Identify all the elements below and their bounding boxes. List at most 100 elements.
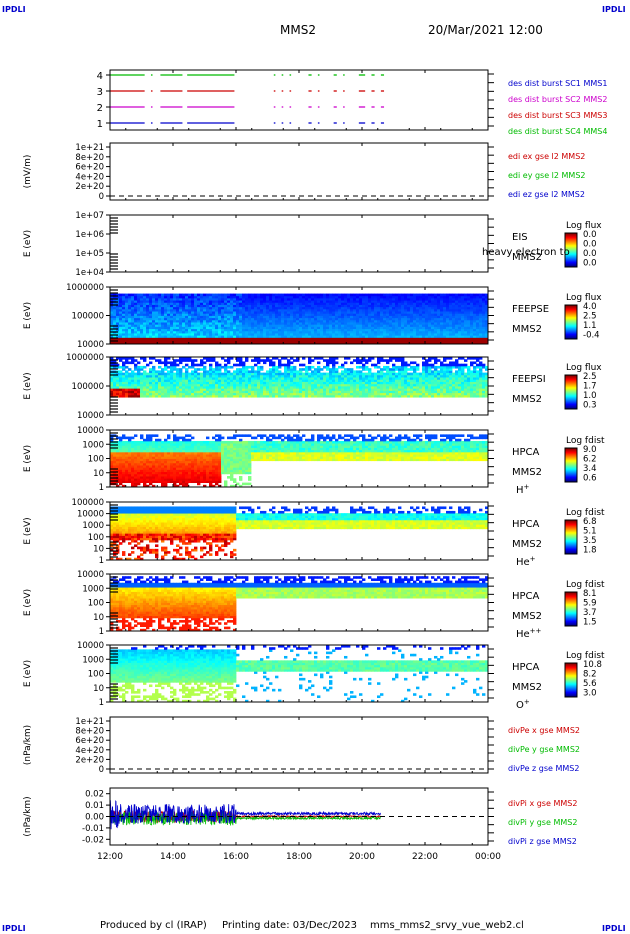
panel-feepsi-cell	[356, 392, 360, 396]
panel-feepse-cell	[308, 333, 312, 336]
panel-feepse-cell	[329, 297, 333, 301]
panel-feepse-cell	[263, 295, 267, 299]
panel-feepse-cell	[128, 319, 132, 323]
panel-feepsi-cell	[401, 377, 405, 380]
panel-feepse-cell	[380, 337, 384, 341]
panel-feepse-cell	[362, 324, 366, 327]
panel-feepsi-cell	[296, 381, 300, 385]
panel-feepsi-cell	[344, 370, 348, 374]
panel-feepse-cell	[245, 317, 249, 321]
panel-feepsi-cell	[386, 359, 390, 362]
panel-feepsi-cell	[281, 381, 285, 385]
panel-feepse-cell	[191, 319, 195, 323]
panel-feepse-cell	[236, 335, 240, 338]
panel-feepse-cell	[119, 341, 123, 345]
panel-feepsi-cell	[209, 363, 213, 367]
panel-feepse-cell	[302, 313, 306, 316]
panel-feepse-cell	[218, 333, 222, 336]
panel-feepsi-cell	[392, 374, 396, 378]
panel-feepse-cell	[203, 302, 207, 305]
panel-feepsi-cell	[290, 368, 294, 371]
panel-feepse-cell	[182, 322, 186, 325]
panel-feepsi-cell	[368, 359, 372, 362]
panel-feepse-colorbar-step	[565, 322, 577, 324]
panel-feepse-cell	[218, 297, 222, 301]
panel-feepsi-cell	[257, 361, 261, 365]
panel-feepsi-cell	[239, 383, 243, 387]
panel-feepsi-cell	[224, 377, 228, 380]
panel-feepse-cell	[299, 322, 303, 325]
panel-feepsi-cell	[416, 377, 420, 380]
panel-edi-frame	[109, 142, 489, 201]
panel-feepse-cell	[347, 300, 351, 303]
panel-feepsi-cell	[383, 379, 387, 382]
panel-feepse-cell	[299, 324, 303, 327]
panel-feepse-cell	[227, 341, 231, 345]
panel-feepse-cell	[335, 319, 339, 323]
panel-edi-ytick-label: 0	[99, 192, 104, 202]
panel-feepsi-cell	[377, 361, 381, 365]
panel-feepse-cell	[200, 302, 204, 305]
panel-feepse-cell	[467, 337, 471, 341]
panel-feepse-cell	[335, 317, 339, 321]
panel-feepse-cell	[116, 333, 120, 336]
panel-feepse-cell	[413, 311, 417, 314]
panel-feepse-cell	[329, 322, 333, 325]
panel-feepse-cell	[182, 339, 186, 343]
panel-feepsi-cell	[173, 383, 177, 387]
panel-feepse-cell	[281, 330, 285, 334]
panel-feepse-cell	[260, 330, 264, 334]
panel-feepse-cell	[287, 341, 291, 345]
panel-feepse-cell	[140, 304, 144, 308]
panel-feepsi-cell	[413, 394, 417, 398]
panel-feepse-cell	[353, 315, 357, 319]
panel-feepse-cell	[335, 324, 339, 327]
panel-feepsi-cell	[302, 392, 306, 396]
panel-feepsi-cell	[206, 392, 210, 396]
panel-feepse-cell	[452, 319, 456, 323]
panel-feepse-cell	[314, 337, 318, 341]
panel-feepsi-cell	[356, 388, 360, 391]
panel-feepse-cell	[416, 330, 420, 334]
panel-feepse-cell	[281, 339, 285, 343]
panel-feepse-cell	[287, 335, 291, 338]
panel-feepse-cell	[461, 335, 465, 338]
panel-feepsi-cell	[365, 361, 369, 365]
panel-feepse-cell	[110, 319, 114, 323]
panel-feepse-cell	[224, 300, 228, 303]
panel-feepsi-cell	[170, 388, 174, 391]
panel-feepse-cell	[476, 293, 480, 297]
panel-feepse-cell	[395, 297, 399, 301]
panel-feepsi-cell	[218, 365, 222, 369]
panel-feepsi-cell	[263, 361, 267, 365]
panel-feepse-cell	[353, 337, 357, 341]
panel-feepse-cell	[287, 297, 291, 301]
panel-feepse-cell	[404, 339, 408, 343]
panel-feepse-cell	[311, 295, 315, 299]
panel-feepse-cell	[371, 297, 375, 301]
panel-feepse-cell	[278, 322, 282, 325]
panel-feepsi-cell	[344, 392, 348, 396]
panel-feepse-cell	[212, 315, 216, 319]
panel-feepsi-cell	[287, 361, 291, 365]
panel-feepse-cell	[149, 333, 153, 336]
panel-eis-colorbar-frame	[564, 232, 578, 268]
panel-feepse-cell	[224, 295, 228, 299]
panel-feepse-cell	[335, 333, 339, 336]
panel-feepse-cell	[407, 315, 411, 319]
panel-feepse-cell	[434, 295, 438, 299]
panel-feepsi-cell	[263, 381, 267, 385]
panel-feepsi-cell	[428, 377, 432, 380]
panel-feepse-cell	[278, 335, 282, 338]
panel-feepse-cell	[356, 326, 360, 330]
panel-feepsi-cell	[254, 390, 258, 394]
panel-feepse-cell	[149, 302, 153, 305]
panel-feepse-cell	[203, 306, 207, 310]
panel-feepse-cell	[203, 333, 207, 336]
panel-feepse-cell	[362, 333, 366, 336]
panel-feepsi-cell	[194, 392, 198, 396]
panel-feepsi-cell	[116, 388, 120, 391]
panel-feepsi-cell	[335, 374, 339, 378]
panel-feepsi-cell	[242, 365, 246, 369]
panel-feepse-cell	[329, 311, 333, 314]
